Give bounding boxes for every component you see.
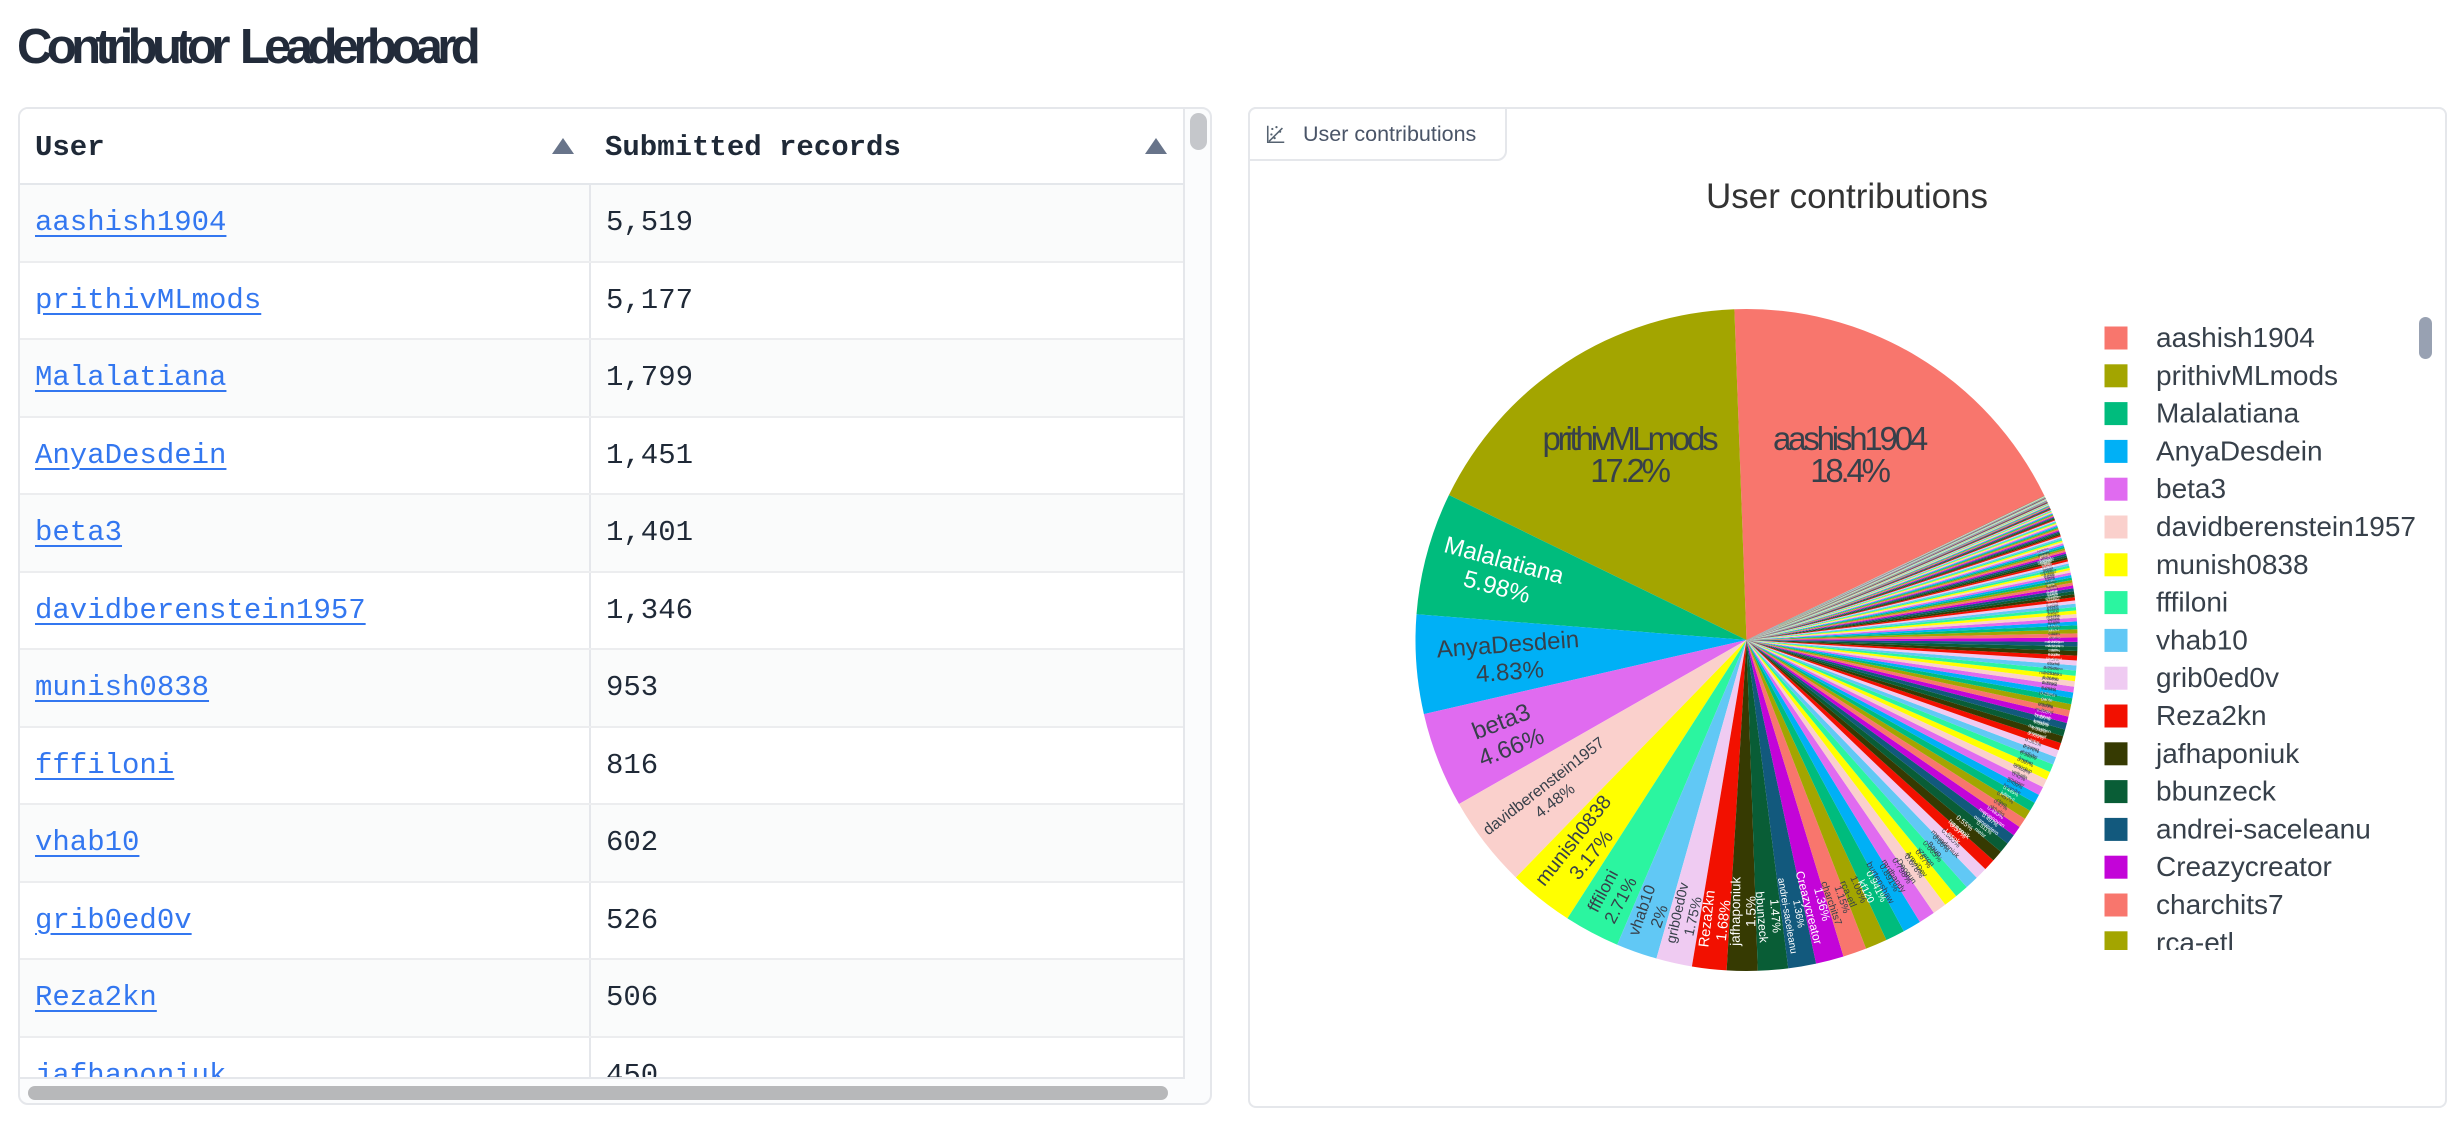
svg-text:0.3%stevhliu: 0.3%stevhliu bbox=[2038, 696, 2055, 709]
svg-text:0.355%victor: 0.355%victor bbox=[2025, 731, 2045, 748]
svg-text:Reza2kn1.68%: Reza2kn1.68% bbox=[1696, 889, 1735, 950]
svg-text:0.192%julien-c: 0.192%julien-c bbox=[2047, 624, 2060, 632]
svg-text:0.158%pcuenq: 0.158%pcuenq bbox=[2046, 600, 2059, 609]
svg-text:0.233%sayakpaul: 0.233%sayakpaul bbox=[2046, 653, 2062, 662]
svg-text:aashish1904: aashish1904 bbox=[2156, 322, 2315, 353]
svg-text:0.227%wauplin: 0.227%wauplin bbox=[2048, 648, 2060, 656]
svg-text:0.0875%akhaliq: 0.0875%akhaliq bbox=[2038, 551, 2052, 561]
svg-text:0.119%sanchit: 0.119%sanchit bbox=[2044, 573, 2056, 582]
svg-text:0.276%sanchit: 0.276%sanchit bbox=[2041, 680, 2058, 692]
svg-text:User contributions: User contributions bbox=[1706, 177, 1988, 216]
svg-text:0.101%sayakpaul: 0.101%sayakpaul bbox=[2039, 560, 2054, 571]
svg-text:0.365%pcuenq: 0.365%pcuenq bbox=[2022, 737, 2042, 754]
svg-text:0.123%ybelkada: 0.123%ybelkada bbox=[2044, 575, 2058, 585]
svg-text:prithivMLmods: prithivMLmods bbox=[2156, 360, 2338, 391]
svg-text:0.309%multimod: 0.309%multimod bbox=[2035, 701, 2056, 715]
svg-text:charchits7: charchits7 bbox=[2156, 889, 2284, 920]
svg-text:davidberenstein1957: davidberenstein1957 bbox=[2156, 511, 2416, 542]
svg-text:0.336%davanstrien: 0.336%davanstrien bbox=[2028, 718, 2054, 734]
svg-text:0.318%freddyab: 0.318%freddyab bbox=[2034, 707, 2054, 721]
svg-text:1.47%bbunzeck: 1.47%bbunzeck bbox=[1753, 890, 1785, 944]
svg-text:0.149%thomwolf: 0.149%thomwolf bbox=[2047, 594, 2060, 603]
svg-text:0.284%ybelkada: 0.284%ybelkada bbox=[2039, 685, 2059, 698]
svg-text:0.113%younesb: 0.113%younesb bbox=[2042, 569, 2055, 579]
svg-text:0.187%lysandre: 0.187%lysandre bbox=[2047, 620, 2061, 629]
svg-text:0.0828%julien-c: 0.0828%julien-c bbox=[2037, 548, 2051, 559]
svg-text:0.215%osanseviero: 0.215%osanseviero bbox=[2045, 640, 2064, 648]
svg-text:0.0979%wauplin: 0.0979%wauplin bbox=[2040, 559, 2054, 569]
svg-text:0.24%albertvill: 0.24%albertvill bbox=[2047, 657, 2061, 666]
svg-text:0.292%gante: 0.292%gante bbox=[2039, 690, 2056, 703]
svg-text:Creazycreator: Creazycreator bbox=[2156, 851, 2332, 882]
svg-text:jafhaponiuk: jafhaponiuk bbox=[2155, 738, 2300, 769]
svg-text:0.203%akhaliq: 0.203%akhaliq bbox=[2048, 632, 2060, 640]
svg-text:18.4%: 18.4% bbox=[1810, 452, 1890, 489]
svg-text:0.176%valhalla: 0.176%valhalla bbox=[2047, 613, 2059, 622]
svg-text:fffiloni: fffiloni bbox=[2156, 587, 2228, 618]
svg-text:0.0851%clem: 0.0851%clem bbox=[2037, 550, 2051, 561]
svg-text:0.0926%osanseviero: 0.0926%osanseviero bbox=[2037, 554, 2055, 566]
svg-text:kf120: kf120 bbox=[2156, 965, 2225, 996]
svg-text:AnyaDesdein: AnyaDesdein bbox=[2156, 435, 2323, 466]
svg-text:0.261%younesb: 0.261%younesb bbox=[2042, 670, 2061, 682]
svg-text:0.162%abidlabs: 0.162%abidlabs bbox=[2046, 603, 2060, 612]
svg-text:aashish1904: aashish1904 bbox=[1773, 420, 1928, 457]
svg-text:0.247%polinaeterna: 0.247%polinaeterna bbox=[2043, 661, 2063, 671]
svg-text:beta3: beta3 bbox=[2156, 473, 2226, 504]
svg-text:bbunzeck: bbunzeck bbox=[2156, 776, 2277, 807]
svg-text:0.327%katielink: 0.327%katielink bbox=[2033, 713, 2052, 727]
svg-text:0.345%thomwolf: 0.345%thomwolf bbox=[2028, 725, 2049, 740]
svg-text:0.167%lewtun: 0.167%lewtun bbox=[2047, 607, 2060, 616]
svg-text:0.0952%nielsr: 0.0952%nielsr bbox=[2039, 557, 2053, 567]
svg-text:munish0838: munish0838 bbox=[2156, 549, 2309, 580]
svg-text:jafhaponiuk1.5%: jafhaponiuk1.5% bbox=[1728, 876, 1759, 947]
svg-text:0.209%mervenoyan: 0.209% mervenoyan bbox=[2045, 636, 2064, 644]
svg-text:17.2%: 17.2% bbox=[1590, 452, 1670, 489]
svg-text:grib0ed0v: grib0ed0v bbox=[2156, 662, 2279, 693]
svg-text:andrei-saceleanu: andrei-saceleanu bbox=[2156, 813, 2371, 844]
svg-text:0.171%patrickvp: 0.171%patrickvp bbox=[2046, 610, 2061, 619]
svg-text:0.116%ArthurZ: 0.116%ArthurZ bbox=[2044, 571, 2056, 580]
svg-text:0.11%mariosasko: 0.11%mariosasko bbox=[2040, 566, 2057, 577]
svg-text:0.09%mervenoyan: 0.09%mervenoyan bbox=[2036, 553, 2054, 565]
svg-text:0.181%sgugger: 0.181%sgugger bbox=[2047, 617, 2061, 626]
svg-text:Reza2kn: Reza2kn bbox=[2156, 700, 2267, 731]
svg-text:0.268%ArthurZ: 0.268%ArthurZ bbox=[2042, 675, 2059, 687]
svg-text:Malalatiana: Malalatiana bbox=[2156, 398, 2300, 429]
svg-text:0.254%mariosasko: 0.254%mariosasko bbox=[2039, 665, 2063, 678]
svg-text:prithivMLmods: prithivMLmods bbox=[1543, 420, 1719, 457]
svg-text:0.0805%lysandre: 0.0805%lysandre bbox=[2036, 547, 2050, 558]
svg-text:0.104%albertvill: 0.104%albertvill bbox=[2041, 563, 2054, 573]
svg-text:0.137%freddyab: 0.137%freddyab bbox=[2046, 586, 2059, 595]
svg-text:0.13%stevhliu: 0.13%stevhliu bbox=[2045, 581, 2057, 590]
svg-text:0.197%clem: 0.197%clem bbox=[2048, 628, 2060, 636]
svg-text:0.133%multimod: 0.133%multimod bbox=[2045, 583, 2059, 592]
svg-text:vhab10: vhab10 bbox=[2156, 624, 2248, 655]
svg-text:0.141%katielink: 0.141%katielink bbox=[2046, 588, 2058, 597]
svg-text:0.153%victor: 0.153%victor bbox=[2046, 597, 2059, 606]
svg-text:0.126%gante: 0.126%gante bbox=[2045, 578, 2057, 587]
svg-text:0.145%davanstrien: 0.145%davanstrien bbox=[2045, 591, 2062, 601]
svg-text:rca-etl: rca-etl bbox=[2156, 927, 2234, 958]
svg-text:0.221%nielsr: 0.221%nielsr bbox=[2048, 644, 2060, 652]
svg-text:0.107%polinaeterna: 0.107%polinaeterna bbox=[2039, 564, 2057, 575]
